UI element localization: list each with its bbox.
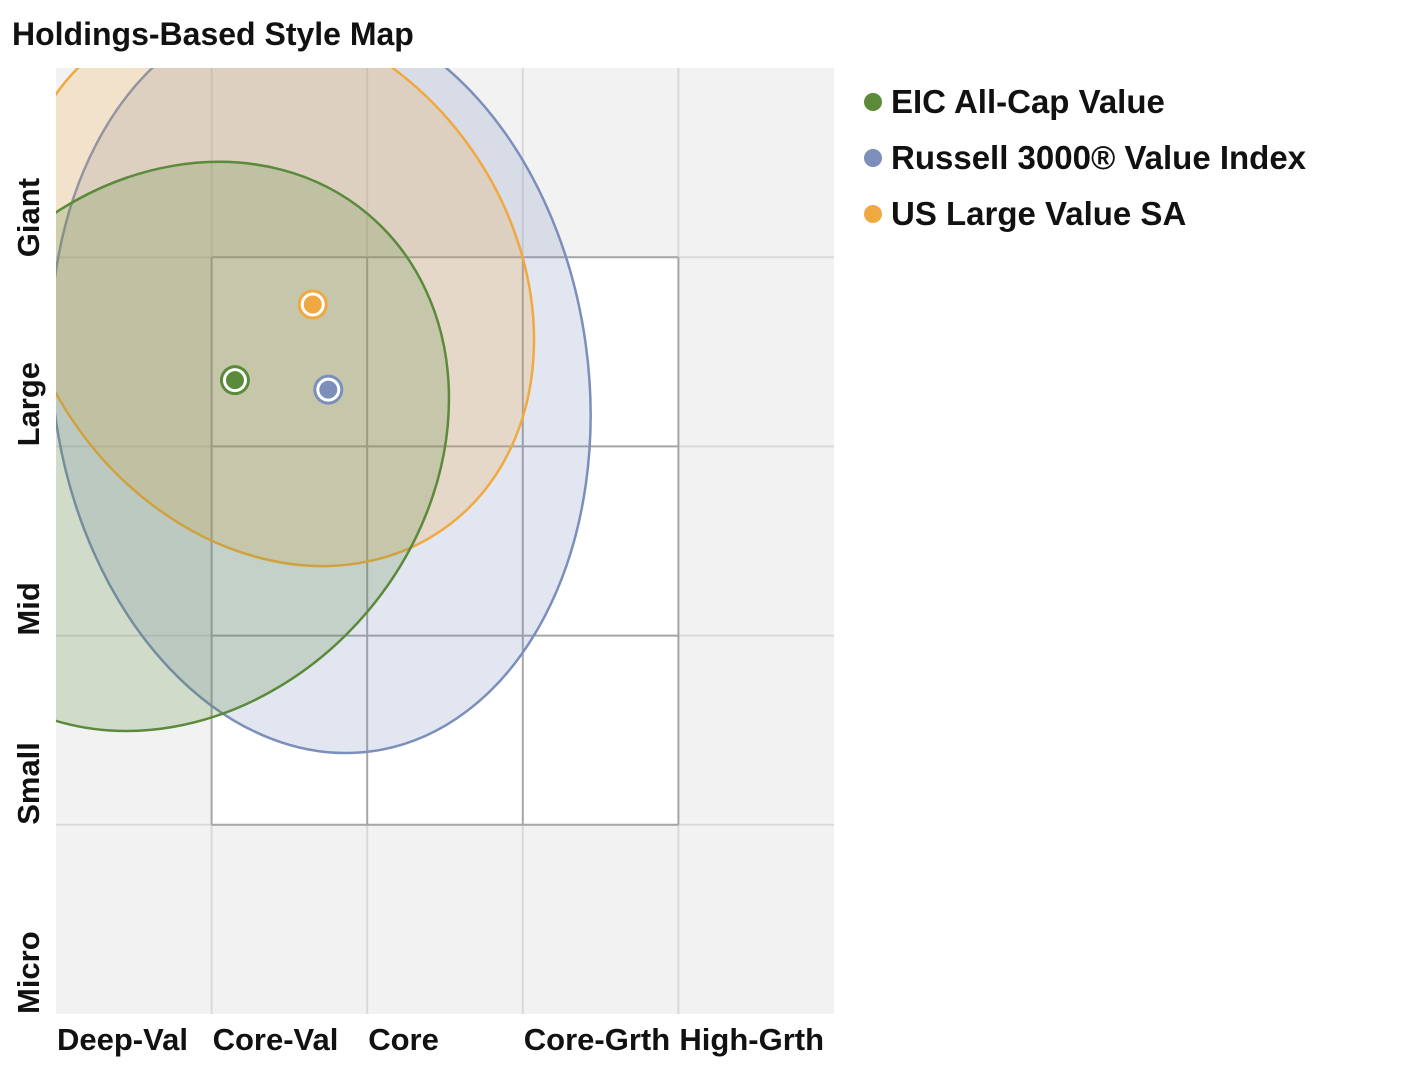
x-tick-label: Deep-Val — [57, 1022, 188, 1057]
legend-item: Russell 3000® Value Index — [864, 130, 1306, 186]
ownership-zone-ellipse — [56, 68, 536, 568]
x-axis-ticks: Deep-Val Core-Val Core Core-Grth High-Grth — [57, 1022, 824, 1057]
legend-marker-icon — [864, 149, 882, 167]
y-axis-ticks: Giant Large Mid Small Micro — [11, 178, 46, 1014]
centroids — [219, 289, 344, 405]
legend-label: Russell 3000® Value Index — [891, 139, 1307, 176]
y-tick-label: Mid — [11, 582, 46, 635]
legend: EIC All-Cap Value Russell 3000® Value In… — [864, 74, 1306, 242]
legend-marker-icon — [864, 93, 882, 111]
x-tick-label: High-Grth — [679, 1022, 824, 1057]
legend-item: US Large Value SA — [864, 186, 1306, 242]
legend-label: US Large Value SA — [891, 195, 1187, 232]
y-tick-label: Large — [11, 362, 46, 446]
legend-marker-icon — [864, 205, 882, 223]
style-map-chart: Deep-Val Core-Val Core Core-Grth High-Grth G… — [11, 68, 834, 1057]
centroid-point — [319, 380, 338, 399]
y-tick-label: Giant — [11, 178, 46, 257]
legend-label: EIC All-Cap Value — [891, 83, 1165, 120]
centroid-point — [303, 295, 322, 314]
x-tick-label: Core-Grth — [524, 1022, 670, 1057]
legend-item: EIC All-Cap Value — [864, 74, 1306, 130]
y-tick-label: Micro — [11, 931, 46, 1014]
x-tick-label: Core-Val — [213, 1022, 339, 1057]
x-tick-label: Core — [368, 1022, 439, 1057]
chart-title: Holdings-Based Style Map — [12, 16, 414, 52]
centroid-point — [225, 371, 244, 390]
y-tick-label: Small — [11, 742, 46, 825]
